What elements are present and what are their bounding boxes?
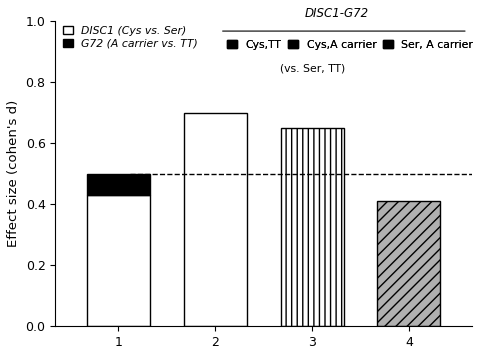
Bar (86, 174, 150, 195)
Text: (vs. Ser, TT): (vs. Ser, TT) (280, 63, 345, 73)
Text: DISC1-G72: DISC1-G72 (304, 7, 368, 20)
Bar (184, 113, 246, 326)
Y-axis label: Effect size (cohen's d): Effect size (cohen's d) (7, 100, 20, 247)
Bar (378, 201, 440, 326)
Legend: Cys,TT, Cys,A carrier, Ser, A carrier: Cys,TT, Cys,A carrier, Ser, A carrier (226, 37, 476, 52)
Bar (280, 128, 344, 326)
Bar (86, 195, 150, 326)
